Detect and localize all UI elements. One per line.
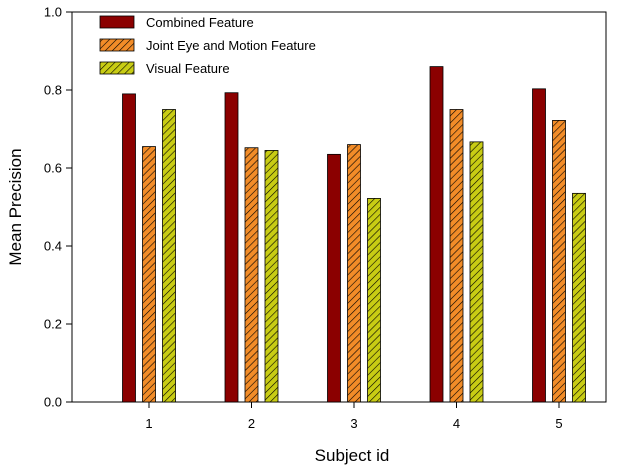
bar-series3-cat1 (162, 109, 176, 403)
legend: Combined Feature Joint Eye and Motion Fea… (99, 15, 316, 76)
bar-series1-cat5 (532, 88, 546, 403)
bar-series2-cat2 (244, 147, 259, 403)
legend-label-series3: Visual Feature (146, 61, 230, 76)
bar-series1-cat2 (224, 92, 239, 403)
y-tick-label: 0.0 (44, 395, 62, 410)
bar-series2-cat1 (142, 146, 156, 403)
x-tick-label: 1 (145, 416, 152, 431)
bar-series2-cat3 (347, 144, 361, 403)
y-tick-label: 1.0 (44, 5, 62, 20)
bar-series2-cat5 (552, 120, 566, 403)
bar-series1-cat4 (429, 66, 444, 403)
y-tick-label: 0.8 (44, 83, 62, 98)
bar-series1-cat1 (122, 93, 136, 403)
y-tick-label: 0.6 (44, 161, 62, 176)
bar-series1-cat3 (327, 153, 341, 403)
x-tick-label: 4 (453, 416, 460, 431)
bar-series2-cat4 (449, 109, 464, 403)
x-tick-label: 5 (555, 416, 562, 431)
bar-series3-cat3 (367, 198, 381, 403)
bar-series3-cat5 (572, 192, 586, 403)
x-tick-label: 3 (350, 416, 357, 431)
legend-label-series2: Joint Eye and Motion Feature (146, 38, 316, 53)
legend-swatch-series1 (99, 15, 135, 29)
bars (122, 66, 586, 403)
y-tick-label: 0.4 (44, 239, 62, 254)
legend-swatch-series2 (99, 38, 135, 52)
legend-swatch-series3 (99, 61, 135, 75)
x-axis-label: Subject id (315, 446, 390, 465)
bar-series3-cat2 (264, 150, 279, 403)
bar-series3-cat4 (469, 141, 484, 403)
axes: 0.0 0.2 0.4 0.6 0.8 1.0 1 2 3 4 5 (44, 5, 563, 432)
y-axis-label: Mean Precision (6, 148, 25, 265)
y-tick-label: 0.2 (44, 317, 62, 332)
legend-label-series1: Combined Feature (146, 15, 254, 30)
x-tick-label: 2 (248, 416, 255, 431)
